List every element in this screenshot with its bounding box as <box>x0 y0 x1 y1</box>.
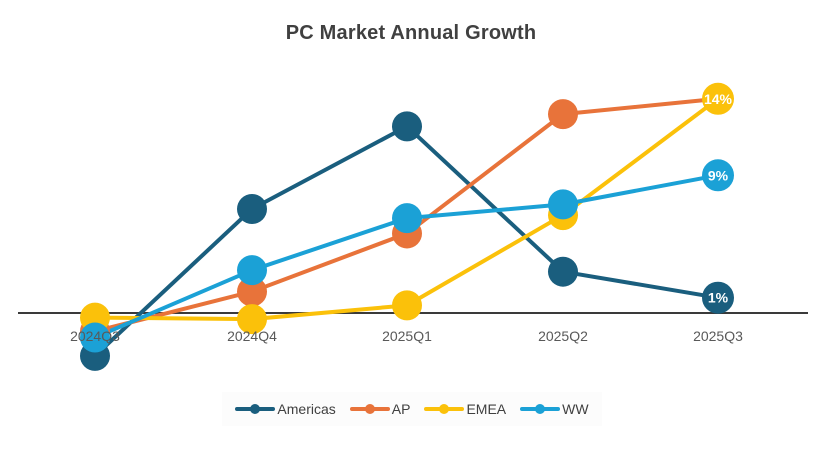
data-point-americas-2024q4 <box>237 193 267 224</box>
data-point-ap-2024q4 <box>237 276 267 307</box>
legend-label: WW <box>562 401 589 417</box>
data-point-emea-2024q4 <box>237 304 267 335</box>
legend-label: EMEA <box>466 401 507 417</box>
x-tick-label: 2024Q4 <box>227 328 277 344</box>
data-label-emea: 14% <box>704 91 733 107</box>
legend-item-emea: EMEA <box>424 401 506 417</box>
data-label-ww: 9% <box>708 167 729 183</box>
legend-swatch-icon <box>349 404 390 414</box>
legend: Americas AP EMEA WW <box>222 392 602 426</box>
legend-item-ap: AP <box>349 401 411 417</box>
data-label-americas: 1% <box>708 290 729 306</box>
data-point-americas-2025q3 <box>702 281 734 314</box>
data-point-ap-2025q2 <box>548 99 578 130</box>
data-point-ww-2024q3 <box>80 322 110 353</box>
x-tick-label: 2025Q1 <box>382 328 432 344</box>
legend-item-americas: Americas <box>235 401 336 417</box>
data-point-americas-2025q2 <box>548 256 578 287</box>
data-point-ww-2024q4 <box>237 255 267 286</box>
data-point-ww-2025q1 <box>392 203 422 234</box>
data-point-ww-2025q3 <box>702 159 734 192</box>
data-point-ww-2025q2 <box>548 189 578 220</box>
legend-swatch-icon <box>424 404 465 414</box>
legend-swatch-icon <box>520 404 561 414</box>
legend-item-ww: WW <box>520 401 589 417</box>
chart-title: PC Market Annual Growth <box>285 22 537 44</box>
data-point-americas-2025q1 <box>392 111 422 142</box>
x-tick-label: 2024Q3 <box>70 328 120 344</box>
data-point-emea-2025q1 <box>392 290 422 321</box>
legend-label: Americas <box>277 401 336 417</box>
data-point-emea-2025q3 <box>702 82 734 115</box>
x-tick-label: 2025Q3 <box>693 328 743 344</box>
legend-label: AP <box>391 401 411 417</box>
legend-swatch-icon <box>235 404 276 414</box>
x-tick-label: 2025Q2 <box>538 328 588 344</box>
